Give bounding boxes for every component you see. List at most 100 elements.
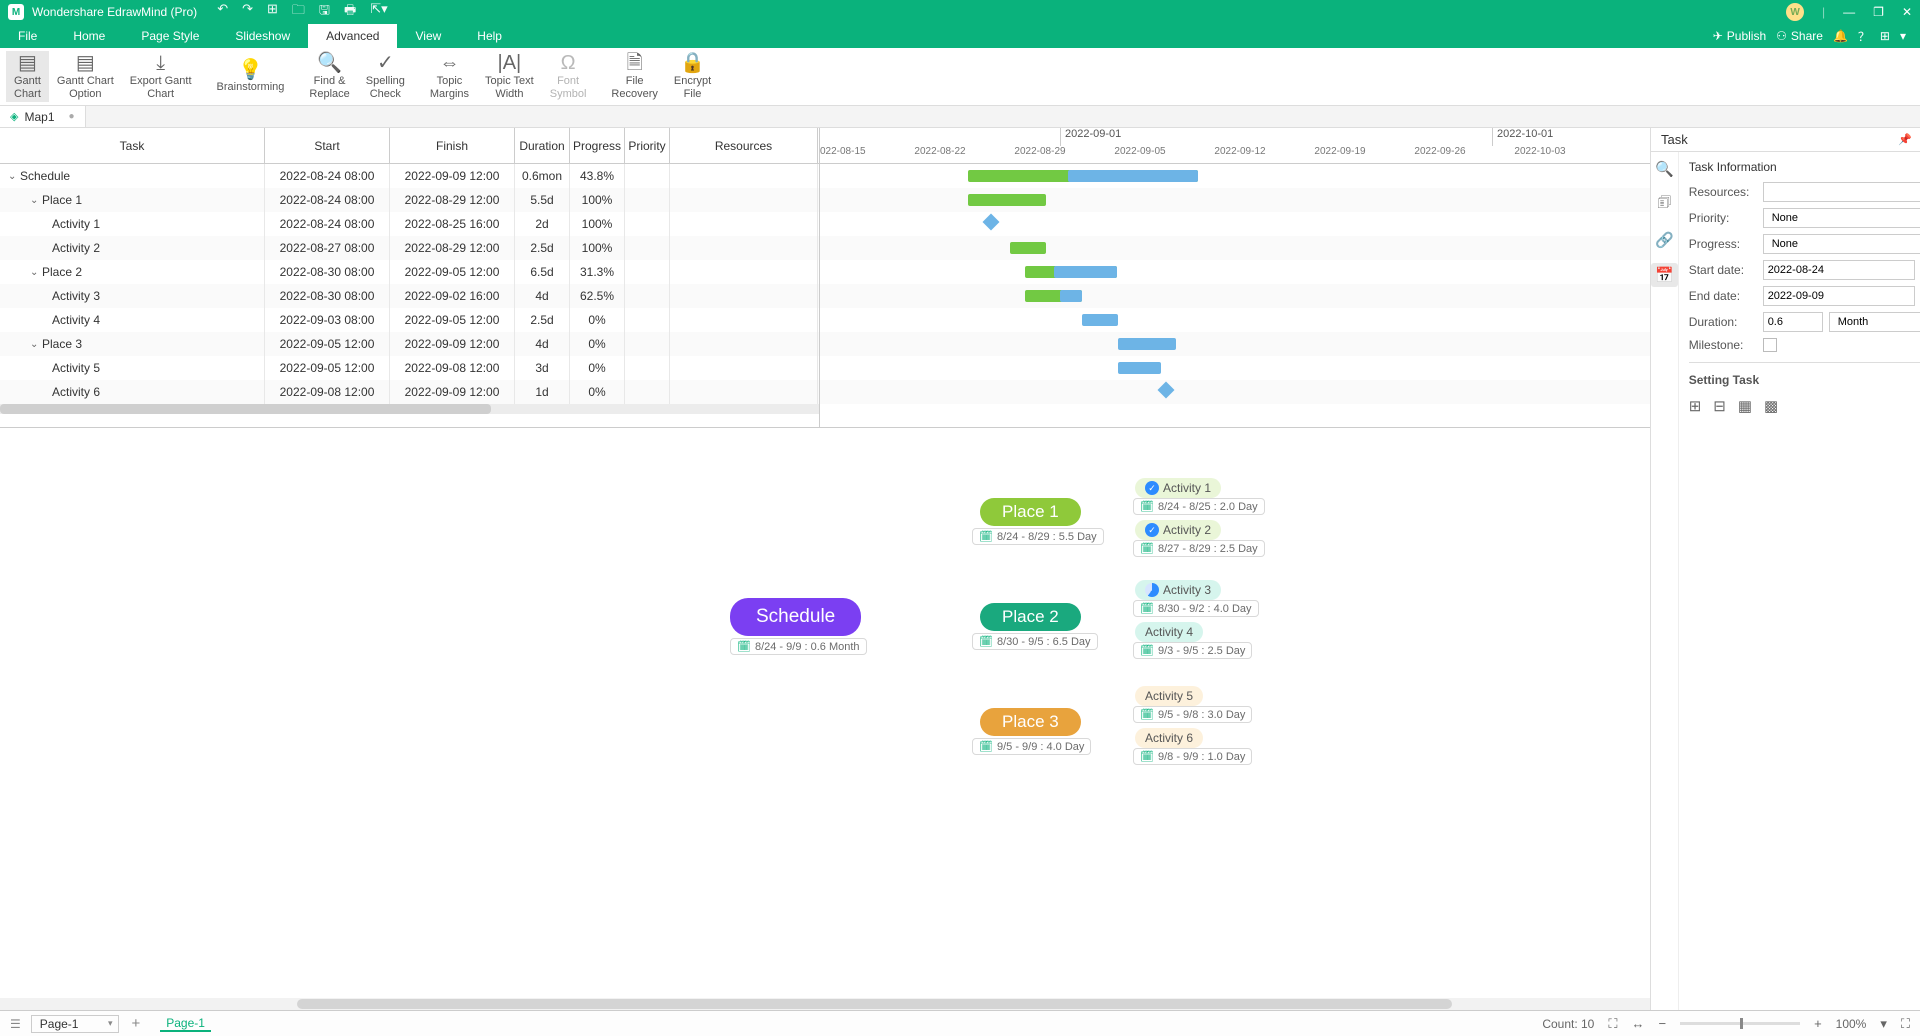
ribbon-brainstorming[interactable]: 💡Brainstorming — [209, 57, 293, 96]
zoom-dropdown-icon[interactable]: ▾ — [1880, 1016, 1887, 1032]
fit-page-icon[interactable]: ⛶ — [1608, 1016, 1617, 1032]
settings-icon[interactable]: ▾ — [1900, 29, 1906, 43]
search-tab-icon[interactable]: 🔍 — [1655, 160, 1674, 178]
gantt-bar[interactable] — [1118, 362, 1161, 374]
progress-select[interactable]: None — [1763, 234, 1920, 254]
gantt-row[interactable]: Activity 32022-08-30 08:002022-09-02 16:… — [0, 284, 819, 308]
mindmap-activity-6[interactable]: Activity 6 — [1135, 728, 1203, 748]
document-tab[interactable]: ◈ Map1 ● — [0, 106, 86, 127]
pin-icon[interactable]: 📌 — [1898, 133, 1912, 146]
ribbon-topic-margins[interactable]: ⇔TopicMargins — [422, 51, 477, 102]
gantt-row[interactable]: ⌄Schedule2022-08-24 08:002022-09-09 12:0… — [0, 164, 819, 188]
ribbon-export-gantt-chart[interactable]: ⤓Export GanttChart — [122, 51, 200, 102]
notification-icon[interactable]: 🔔 — [1833, 29, 1848, 43]
priority-select[interactable]: None — [1763, 208, 1920, 228]
gantt-col-task[interactable]: Task — [0, 128, 265, 163]
ribbon-file-recovery[interactable]: 🗎FileRecovery — [603, 51, 665, 102]
zoom-slider[interactable] — [1680, 1022, 1800, 1025]
link-tab-icon[interactable]: 🔗 — [1655, 231, 1674, 249]
save-icon[interactable]: 🖫 — [319, 1, 330, 23]
gantt-col-priority[interactable]: Priority — [625, 128, 670, 163]
task-tab-icon[interactable]: 📅 — [1651, 263, 1678, 287]
gantt-row[interactable]: Activity 22022-08-27 08:002022-08-29 12:… — [0, 236, 819, 260]
undo-icon[interactable]: ↶ — [217, 1, 228, 23]
outline-icon[interactable]: ☰ — [10, 1017, 21, 1031]
resources-select[interactable] — [1763, 182, 1920, 202]
share-button[interactable]: ⚇Share — [1776, 29, 1823, 43]
ribbon-gantt-chart-option[interactable]: ▤Gantt ChartOption — [49, 51, 122, 102]
menu-view[interactable]: View — [397, 24, 459, 48]
gantt-row[interactable]: Activity 42022-09-03 08:002022-09-05 12:… — [0, 308, 819, 332]
gantt-col-duration[interactable]: Duration — [515, 128, 570, 163]
open-icon[interactable]: 🗀 — [292, 1, 305, 23]
gantt-row[interactable]: ⌄Place 12022-08-24 08:002022-08-29 12:00… — [0, 188, 819, 212]
mindmap-activity-2[interactable]: ✓Activity 2 — [1135, 520, 1221, 540]
gantt-col-start[interactable]: Start — [265, 128, 390, 163]
gantt-col-progress[interactable]: Progress — [570, 128, 625, 163]
milestone-checkbox[interactable] — [1763, 338, 1777, 352]
maximize-icon[interactable]: ❐ — [1873, 5, 1884, 19]
mindmap-canvas[interactable]: Schedule🗓8/24 - 9/9 : 0.6 MonthPlace 1🗓8… — [0, 428, 1650, 998]
gantt-row[interactable]: Activity 62022-09-08 12:002022-09-09 12:… — [0, 380, 819, 404]
start-date-input[interactable] — [1763, 260, 1915, 280]
ribbon-find-replace[interactable]: 🔍Find &Replace — [301, 51, 357, 102]
menu-help[interactable]: Help — [459, 24, 520, 48]
add-page-icon[interactable]: + — [131, 1015, 140, 1032]
gantt-row[interactable]: ⌄Place 32022-09-05 12:002022-09-09 12:00… — [0, 332, 819, 356]
mindmap-activity-5[interactable]: Activity 5 — [1135, 686, 1203, 706]
mindmap-place-1[interactable]: Place 1 — [980, 498, 1081, 526]
mindmap-activity-4[interactable]: Activity 4 — [1135, 622, 1203, 642]
zoom-in-icon[interactable]: + — [1814, 1016, 1822, 1031]
gantt-milestone[interactable] — [983, 214, 1000, 231]
gantt-chart[interactable]: 2022-09-012022-10-012022-08-152022-08-22… — [820, 128, 1650, 427]
info-tab-icon[interactable]: 🗊 — [1657, 192, 1671, 217]
end-date-input[interactable] — [1763, 286, 1915, 306]
duration-input[interactable] — [1763, 312, 1823, 332]
gantt-row[interactable]: Activity 12022-08-24 08:002022-08-25 16:… — [0, 212, 819, 236]
new-icon[interactable]: ⊞ — [267, 1, 278, 23]
redo-icon[interactable]: ↷ — [242, 1, 253, 23]
fullscreen-icon[interactable]: ⛶ — [1901, 1016, 1910, 1032]
gantt-bar[interactable] — [1118, 338, 1176, 350]
mindmap-place-2[interactable]: Place 2 — [980, 603, 1081, 631]
gantt-row[interactable]: ⌄Place 22022-08-30 08:002022-09-05 12:00… — [0, 260, 819, 284]
close-icon[interactable]: ✕ — [1902, 5, 1912, 19]
grid-small-icon[interactable]: ▦ — [1738, 397, 1752, 415]
gantt-col-finish[interactable]: Finish — [390, 128, 515, 163]
gantt-col-resources[interactable]: Resources — [670, 128, 818, 163]
grid-large-icon[interactable]: ▩ — [1764, 397, 1778, 415]
zoom-out-icon[interactable]: − — [1658, 1016, 1666, 1031]
publish-button[interactable]: ✈Publish — [1713, 29, 1766, 43]
ribbon-gantt-chart[interactable]: ▤GanttChart — [6, 51, 49, 102]
minimize-icon[interactable]: — — [1843, 5, 1855, 19]
user-avatar[interactable]: W — [1786, 3, 1804, 21]
mindmap-activity-3[interactable]: Activity 3 — [1135, 580, 1221, 600]
print-icon[interactable]: 🖶 — [344, 1, 356, 23]
gantt-row[interactable]: Activity 52022-09-05 12:002022-09-08 12:… — [0, 356, 819, 380]
gantt-bar[interactable] — [1010, 242, 1046, 254]
remove-task-icon[interactable]: ⊟ — [1713, 397, 1726, 415]
menu-advanced[interactable]: Advanced — [308, 24, 397, 48]
ribbon-spelling-check[interactable]: ✓SpellingCheck — [358, 51, 413, 102]
canvas-scrollbar[interactable] — [0, 998, 1650, 1010]
mindmap-place-3[interactable]: Place 3 — [980, 708, 1081, 736]
gantt-milestone[interactable] — [1158, 382, 1175, 399]
menu-page-style[interactable]: Page Style — [123, 24, 217, 48]
gantt-bar[interactable] — [968, 194, 1046, 206]
mindmap-activity-1[interactable]: ✓Activity 1 — [1135, 478, 1221, 498]
mindmap-root[interactable]: Schedule — [730, 598, 861, 636]
add-task-icon[interactable]: ⊞ — [1689, 397, 1702, 415]
apps-icon[interactable]: ⊞ — [1880, 29, 1890, 43]
gantt-bar[interactable] — [1082, 314, 1118, 326]
help-icon[interactable]: ？ — [1858, 28, 1870, 45]
ribbon-encrypt-file[interactable]: 🔒EncryptFile — [666, 51, 719, 102]
gantt-table-scrollbar[interactable] — [0, 404, 819, 414]
menu-home[interactable]: Home — [55, 24, 123, 48]
page-selector[interactable]: Page-1 — [31, 1015, 120, 1033]
menu-file[interactable]: File — [0, 24, 55, 48]
duration-unit-select[interactable]: Month — [1829, 312, 1920, 332]
menu-slideshow[interactable]: Slideshow — [217, 24, 308, 48]
page-tab[interactable]: Page-1 — [160, 1016, 211, 1032]
ribbon-topic-text-width[interactable]: |A|Topic TextWidth — [477, 51, 542, 102]
fit-width-icon[interactable]: ↔ — [1631, 1016, 1644, 1031]
